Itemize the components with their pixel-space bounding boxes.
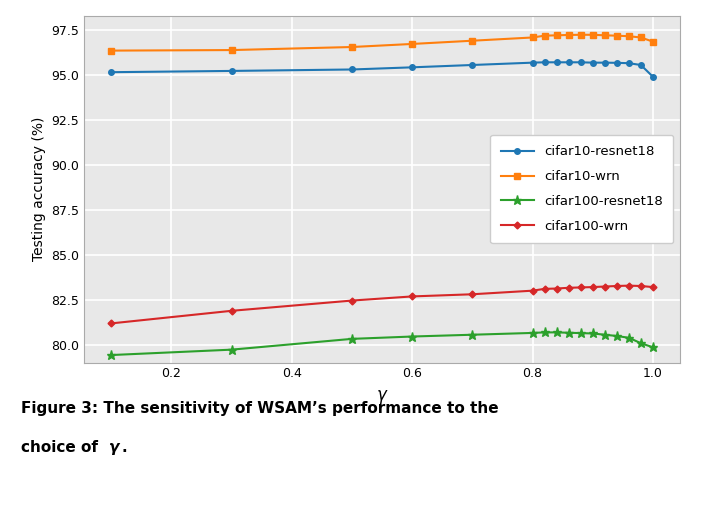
cifar10-wrn (625, 33, 633, 39)
cifar10-wrn (564, 32, 573, 38)
cifar10-wrn (468, 38, 477, 44)
cifar100-wrn (601, 283, 609, 290)
cifar100-resnet18 (648, 344, 657, 350)
cifar10-resnet18 (529, 60, 537, 66)
X-axis label: γ: γ (377, 386, 387, 404)
cifar100-resnet18 (408, 334, 416, 340)
cifar100-wrn (529, 287, 537, 294)
cifar10-resnet18 (637, 62, 645, 68)
cifar10-resnet18 (227, 68, 236, 74)
cifar10-wrn (348, 44, 356, 50)
cifar100-resnet18 (540, 329, 549, 336)
cifar10-resnet18 (408, 64, 416, 70)
cifar10-wrn (648, 38, 657, 45)
Line: cifar10-wrn: cifar10-wrn (108, 32, 656, 54)
Text: .: . (121, 440, 127, 455)
cifar10-wrn (589, 32, 597, 38)
cifar100-wrn (637, 283, 645, 289)
cifar10-resnet18 (552, 59, 561, 65)
cifar10-wrn (637, 34, 645, 40)
cifar10-wrn (227, 47, 236, 53)
cifar10-wrn (601, 32, 609, 38)
cifar100-wrn (408, 293, 416, 299)
cifar100-wrn (589, 284, 597, 290)
cifar100-wrn (648, 284, 657, 290)
cifar10-resnet18 (625, 60, 633, 66)
Line: cifar10-resnet18: cifar10-resnet18 (109, 60, 655, 79)
cifar10-resnet18 (348, 66, 356, 73)
cifar100-resnet18 (613, 333, 621, 339)
Y-axis label: Testing accuracy (%): Testing accuracy (%) (32, 117, 46, 261)
cifar10-resnet18 (564, 59, 573, 65)
cifar100-resnet18 (601, 332, 609, 338)
cifar10-wrn (552, 32, 561, 38)
cifar100-resnet18 (576, 330, 585, 336)
cifar100-resnet18 (637, 340, 645, 347)
cifar100-resnet18 (589, 330, 597, 337)
cifar10-wrn (107, 48, 116, 54)
cifar100-resnet18 (625, 335, 633, 341)
cifar10-wrn (576, 32, 585, 38)
cifar100-resnet18 (552, 329, 561, 336)
cifar10-resnet18 (648, 74, 657, 80)
Text: Figure 3: The sensitivity of WSAM’s performance to the: Figure 3: The sensitivity of WSAM’s perf… (21, 401, 498, 416)
cifar100-resnet18 (564, 329, 573, 336)
cifar10-wrn (613, 33, 621, 39)
cifar100-resnet18 (227, 347, 236, 353)
cifar10-resnet18 (576, 59, 585, 65)
cifar10-resnet18 (601, 60, 609, 66)
cifar100-resnet18 (468, 332, 477, 338)
cifar100-wrn (107, 320, 116, 326)
cifar10-wrn (529, 34, 537, 40)
cifar10-resnet18 (613, 60, 621, 66)
cifar100-wrn (468, 291, 477, 297)
cifar10-wrn (540, 33, 549, 39)
cifar100-resnet18 (348, 336, 356, 342)
Line: cifar100-resnet18: cifar100-resnet18 (107, 328, 658, 359)
cifar100-wrn (552, 285, 561, 292)
cifar100-resnet18 (107, 352, 116, 358)
Text: choice of: choice of (21, 440, 103, 455)
cifar10-resnet18 (468, 62, 477, 68)
cifar100-wrn (576, 284, 585, 291)
cifar100-wrn (540, 286, 549, 292)
cifar10-wrn (408, 41, 416, 47)
cifar100-wrn (564, 285, 573, 291)
cifar10-resnet18 (540, 59, 549, 65)
cifar10-resnet18 (589, 60, 597, 66)
cifar100-resnet18 (529, 330, 537, 336)
cifar10-resnet18 (107, 69, 116, 75)
cifar100-wrn (348, 297, 356, 304)
Text: γ: γ (109, 440, 119, 455)
cifar100-wrn (613, 283, 621, 289)
Legend: cifar10-resnet18, cifar10-wrn, cifar100-resnet18, cifar100-wrn: cifar10-resnet18, cifar10-wrn, cifar100-… (490, 135, 674, 243)
cifar100-wrn (227, 308, 236, 314)
cifar100-wrn (625, 282, 633, 289)
Line: cifar100-wrn: cifar100-wrn (109, 283, 655, 326)
